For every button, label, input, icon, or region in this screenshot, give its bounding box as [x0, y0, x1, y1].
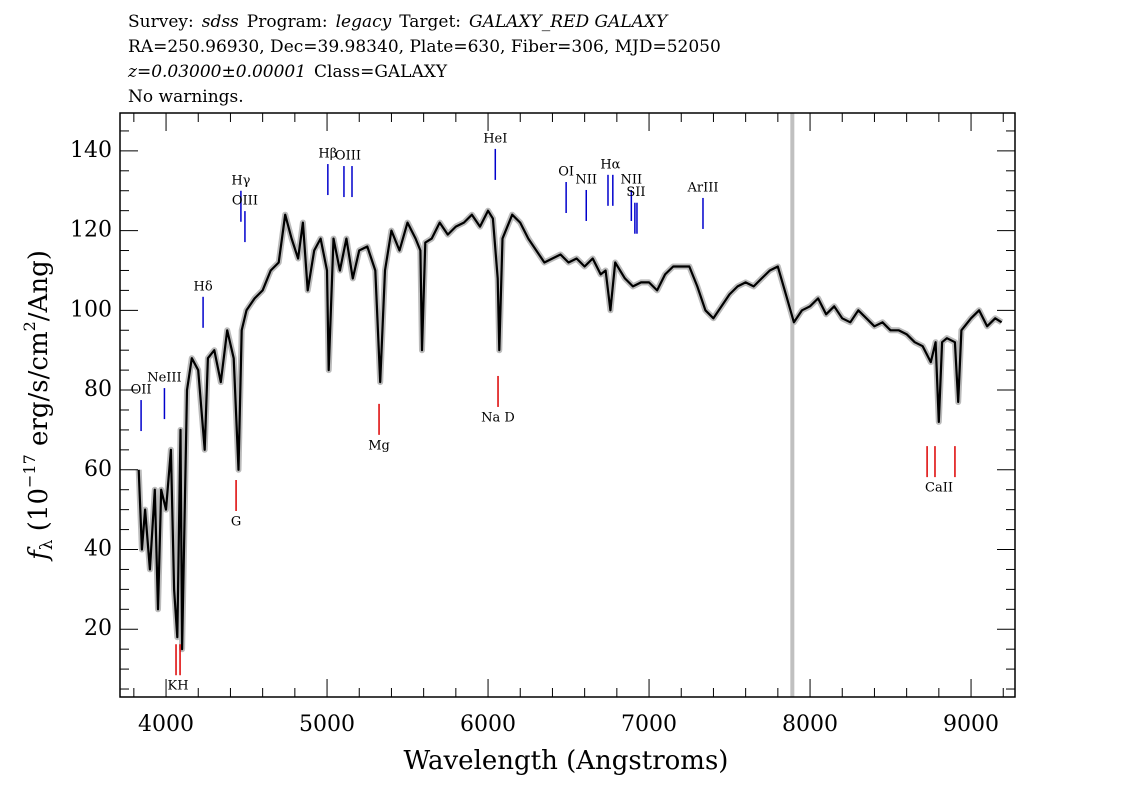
y-label-part: erg/s/cm	[24, 331, 54, 454]
header-text: z=0.03000±0.00001	[127, 62, 306, 82]
x-tick-label: 4000	[138, 712, 194, 737]
line-label: Hβ	[318, 147, 337, 162]
x-axis-label: Wavelength (Angstroms)	[404, 746, 729, 776]
header-line: Survey: sdss Program: legacy Target: GALAXY_R…	[128, 12, 669, 32]
header-text: sdss	[202, 12, 239, 32]
header-text: No warnings.	[128, 87, 244, 107]
y-label-part: (10	[24, 488, 54, 540]
y-tick-label: 60	[84, 457, 112, 482]
line-label: Hγ	[231, 173, 250, 188]
header-text: Program:	[247, 12, 328, 32]
header-text: GALAXY_RED GALAXY	[469, 12, 669, 32]
header-text: RA=250.96930, Dec=39.98340, Plate=630, F…	[128, 37, 721, 57]
line-label: SII	[626, 185, 645, 200]
y-tick-label: 40	[84, 537, 112, 562]
line-label: Hα	[600, 157, 620, 172]
header-line: z=0.03000±0.00001 Class=GALAXY	[127, 62, 448, 82]
line-label: NeIII	[147, 371, 181, 386]
y-tick-label: 140	[70, 138, 112, 163]
header-text: Class=GALAXY	[314, 62, 448, 82]
header-line: No warnings.	[128, 87, 244, 107]
line-label: ArIII	[686, 180, 718, 195]
line-label: OI	[558, 164, 574, 179]
line-label: CaII	[925, 481, 953, 496]
y-label-part: λ	[37, 539, 57, 550]
line-label: KH	[168, 679, 189, 694]
line-label: OIII	[232, 194, 258, 209]
spectrum	[137, 209, 1003, 651]
y-label-part: 2	[20, 321, 39, 331]
header-text: Survey:	[128, 12, 194, 32]
x-tick-label: 8000	[782, 712, 838, 737]
x-tick-label: 9000	[943, 712, 999, 737]
y-tick-label: 20	[84, 616, 112, 641]
line-label: Hδ	[193, 279, 212, 294]
line-label: G	[231, 514, 241, 529]
y-axis-label: fλ (10−17 erg/s/cm2/Ang)	[20, 250, 57, 562]
line-label: NII	[575, 172, 597, 187]
line-label: OIII	[335, 149, 361, 164]
header-text: Target:	[399, 12, 461, 32]
plot-frame	[119, 112, 1016, 698]
line-label: OII	[131, 383, 152, 398]
line-label: NII	[621, 172, 643, 187]
x-tick-label: 5000	[299, 712, 355, 737]
line-label: Mg	[368, 438, 390, 453]
y-tick-label: 120	[70, 218, 112, 243]
y-tick-label: 80	[84, 377, 112, 402]
y-label-part: −17	[20, 454, 39, 488]
header-text: legacy	[336, 12, 392, 32]
line-label: HeI	[483, 131, 507, 146]
x-tick-label: 6000	[460, 712, 516, 737]
header-line: RA=250.96930, Dec=39.98340, Plate=630, F…	[128, 37, 721, 57]
x-tick-label: 7000	[621, 712, 677, 737]
y-label-part: /Ang)	[24, 250, 54, 321]
y-tick-label: 100	[70, 297, 112, 322]
line-label: Na D	[481, 410, 515, 425]
